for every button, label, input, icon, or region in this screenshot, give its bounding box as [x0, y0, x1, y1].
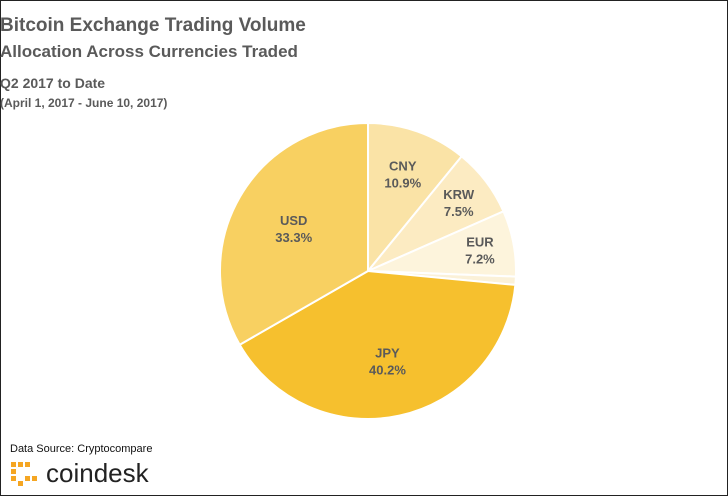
chart-period: Q2 2017 to Date	[0, 75, 106, 91]
slice-value-jpy: 40.2%	[369, 363, 406, 378]
data-source-note: Data Source: Cryptocompare	[10, 443, 153, 455]
slice-label-jpy: JPY	[375, 346, 400, 361]
slice-label-usd: USD	[280, 213, 307, 228]
slice-value-eur: 7.2%	[465, 252, 495, 267]
chart-subtitle: Allocation Across Currencies Traded	[0, 42, 298, 61]
coindesk-logo-icon	[11, 462, 37, 486]
slice-label-cny: CNY	[389, 158, 417, 173]
pie-slice-usd	[219, 121, 369, 347]
slice-value-usd: 33.3%	[275, 230, 312, 245]
slice-label-krw: KRW	[443, 187, 475, 202]
slice-value-cny: 10.9%	[384, 175, 421, 190]
chart-period-detail: (April 1, 2017 - June 10, 2017)	[0, 96, 168, 110]
slice-label-eur: EUR	[466, 235, 494, 250]
pie-slice-cny	[367, 121, 464, 274]
chart-title: Bitcoin Exchange Trading Volume	[0, 15, 306, 36]
pie-slice-jpy	[238, 269, 517, 420]
slice-value-krw: 7.5%	[444, 204, 474, 219]
coindesk-logo-word: coindesk	[46, 458, 149, 488]
